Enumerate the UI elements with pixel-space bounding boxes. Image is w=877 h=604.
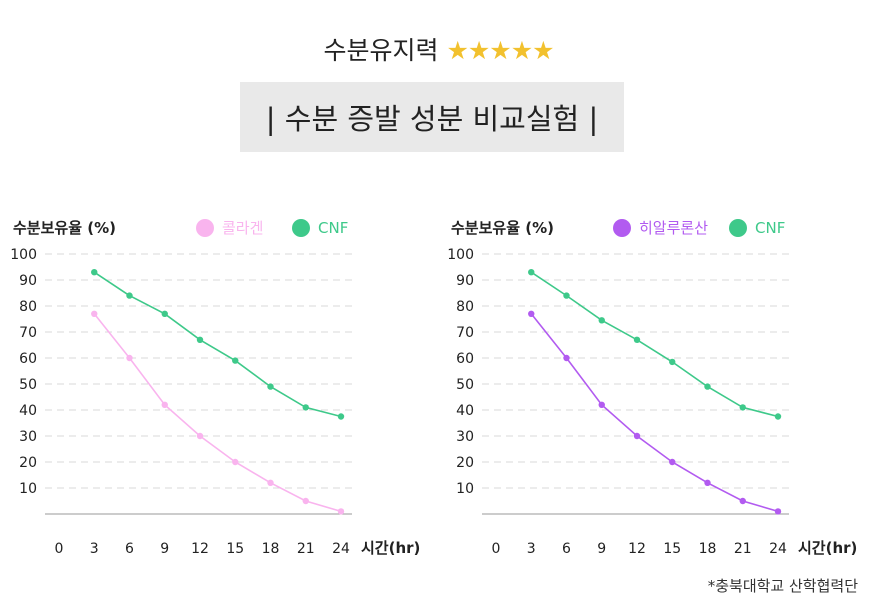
data-point xyxy=(267,383,274,390)
data-point xyxy=(196,432,204,440)
y-tick-label: 100 xyxy=(447,247,474,263)
y-tick-label: 90 xyxy=(456,273,474,289)
data-point xyxy=(232,458,239,466)
y-tick-label: 60 xyxy=(456,351,474,367)
x-tick-label: 9 xyxy=(160,541,169,557)
data-point xyxy=(528,310,535,317)
y-tick-label: 50 xyxy=(456,377,474,393)
series-line-2 xyxy=(530,271,779,418)
x-tick-label: 12 xyxy=(628,541,646,557)
y-tick-label: 90 xyxy=(19,273,37,289)
y-tick-label: 100 xyxy=(10,247,37,263)
header-subtitle-line: 수분유지력 ★★★★★ xyxy=(0,34,877,68)
data-point xyxy=(563,292,570,299)
y-tick-label: 70 xyxy=(19,325,37,341)
x-tick-label: 18 xyxy=(262,541,280,557)
data-point xyxy=(633,432,641,440)
y-tick-label: 20 xyxy=(456,455,474,471)
x-tick-label: 0 xyxy=(492,541,501,557)
data-point xyxy=(598,401,605,408)
x-axis-title: 시간(hr) xyxy=(361,539,420,557)
x-tick-label: 24 xyxy=(769,541,787,557)
data-point xyxy=(161,401,168,408)
x-tick-label: 3 xyxy=(527,541,536,557)
data-point xyxy=(563,354,570,362)
legend-marker xyxy=(613,219,631,237)
page-title: | 수분 증발 성분 비교실험 | xyxy=(265,102,599,136)
x-tick-label: 0 xyxy=(55,541,64,557)
y-axis-title: 수분보유율 (%) xyxy=(451,219,554,237)
series-line-2 xyxy=(93,271,342,418)
x-tick-label: 6 xyxy=(562,541,571,557)
y-tick-label: 50 xyxy=(19,377,37,393)
x-tick-label: 21 xyxy=(734,541,752,557)
data-point xyxy=(267,479,274,486)
legend-label: 히알루론산 xyxy=(639,219,708,237)
data-point xyxy=(302,404,309,411)
y-axis-title: 수분보유율 (%) xyxy=(13,219,116,237)
y-tick-label: 80 xyxy=(19,299,37,315)
x-tick-label: 3 xyxy=(90,541,99,557)
x-tick-label: 6 xyxy=(125,541,134,557)
y-tick-label: 10 xyxy=(19,481,37,497)
data-point xyxy=(774,413,782,420)
data-point xyxy=(302,497,309,505)
rating-stars-icon: ★★★★★ xyxy=(446,36,554,65)
y-tick-label: 40 xyxy=(19,403,37,419)
y-tick-label: 70 xyxy=(456,325,474,341)
chart-2: 수분보유율 (%) 10 20 30 40 50 60 70 80 90 100 0 3 6 9 12 15 18… xyxy=(447,219,857,557)
data-point xyxy=(774,508,782,515)
x-axis-title: 시간(hr) xyxy=(798,539,857,557)
data-point xyxy=(91,310,98,317)
data-point xyxy=(704,383,711,390)
series-line-1 xyxy=(93,313,342,513)
y-tick-label: 30 xyxy=(19,429,37,445)
chart-1: 수분보유율 (%) 10 20 30 40 50 60 70 80 90 100 0 3 6 9 12 15 18… xyxy=(10,219,420,557)
legend-marker xyxy=(196,219,214,237)
data-point xyxy=(126,354,133,362)
footnote: *충북대학교 산학협력단 xyxy=(707,577,858,595)
data-point xyxy=(196,336,204,343)
x-tick-label: 24 xyxy=(332,541,350,557)
data-point xyxy=(337,508,345,515)
x-tick-label: 9 xyxy=(597,541,606,557)
data-point xyxy=(669,358,676,366)
y-tick-label: 40 xyxy=(456,403,474,419)
data-point xyxy=(528,269,535,276)
data-point xyxy=(633,336,641,343)
x-tick-label: 15 xyxy=(663,541,681,557)
data-point xyxy=(669,458,676,466)
y-tick-label: 30 xyxy=(456,429,474,445)
data-point xyxy=(161,310,168,317)
y-tick-label: 20 xyxy=(19,455,37,471)
y-tick-label: 60 xyxy=(19,351,37,367)
page-title-box: | 수분 증발 성분 비교실험 | xyxy=(240,82,624,152)
y-tick-label: 80 xyxy=(456,299,474,315)
legend-label: CNF xyxy=(755,219,785,237)
x-tick-label: 18 xyxy=(699,541,717,557)
legend-label: CNF xyxy=(318,219,348,237)
x-tick-label: 21 xyxy=(297,541,315,557)
subtitle-text: 수분유지력 xyxy=(323,36,439,65)
y-tick-label: 10 xyxy=(456,481,474,497)
series-line-1 xyxy=(530,313,779,513)
data-point xyxy=(126,292,133,299)
legend-label: 콜라겐 xyxy=(222,219,263,237)
data-point xyxy=(739,404,746,411)
x-tick-label: 12 xyxy=(191,541,209,557)
data-point xyxy=(704,479,711,486)
data-point xyxy=(739,497,746,505)
data-point xyxy=(337,413,345,420)
data-point xyxy=(232,357,239,364)
legend-marker xyxy=(729,219,747,237)
x-tick-label: 15 xyxy=(226,541,244,557)
data-point xyxy=(598,317,605,324)
data-point xyxy=(91,269,98,276)
legend-marker xyxy=(292,219,310,237)
